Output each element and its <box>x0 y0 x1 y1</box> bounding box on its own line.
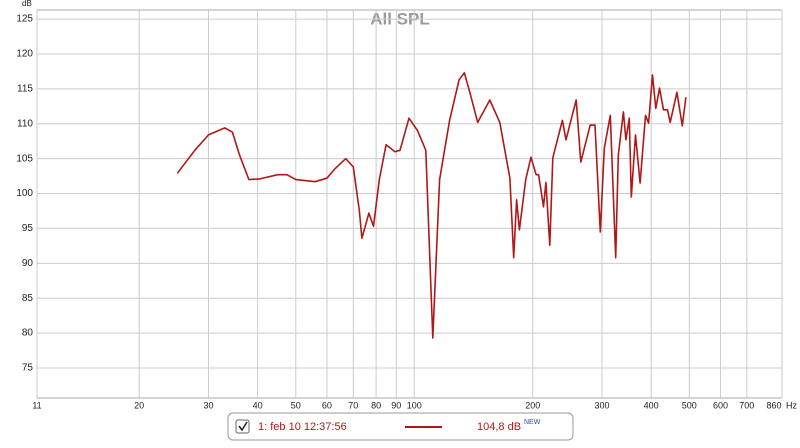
x-tick-label: 90 <box>391 400 401 410</box>
x-tick-label: 200 <box>525 400 540 410</box>
y-axis-label: dB <box>22 0 32 8</box>
x-tick-label: 60 <box>322 400 332 410</box>
x-tick-label: 400 <box>644 400 659 410</box>
plot-area <box>36 9 783 399</box>
legend-label: 1: feb 10 12:37:56 <box>258 421 347 433</box>
x-tick-label: 700 <box>739 400 754 410</box>
x-tick-label: 80 <box>371 400 381 410</box>
legend-checkbox[interactable] <box>235 419 250 434</box>
x-tick-label: 11 <box>32 400 41 410</box>
x-tick-label: 70 <box>348 400 358 410</box>
x-tick-label: 600 <box>713 400 728 410</box>
x-tick-label: 20 <box>134 400 144 410</box>
y-tick-label: 110 <box>17 118 33 129</box>
y-tick-label: 80 <box>22 328 34 339</box>
x-tick-label: 100 <box>407 400 422 410</box>
checkmark <box>238 421 248 432</box>
legend-badge: NEW <box>524 419 541 426</box>
data-line <box>176 72 687 339</box>
legend-value: 104,8 dB <box>477 421 521 433</box>
y-tick-label: 105 <box>16 153 33 164</box>
x-axis-unit: Hz <box>786 400 797 410</box>
y-tick-label: 115 <box>17 83 33 94</box>
y-tick-label: 125 <box>16 14 33 25</box>
x-tick-label: 30 <box>203 400 213 410</box>
y-tick-label: 90 <box>22 258 34 269</box>
legend <box>227 412 574 441</box>
x-tick-label: 860 <box>766 400 781 410</box>
y-tick-label: 100 <box>16 188 33 199</box>
y-tick-label: 95 <box>22 223 34 234</box>
x-tick-label: 500 <box>682 400 697 410</box>
y-tick-label: 85 <box>22 293 34 304</box>
y-tick-label: 75 <box>22 363 34 374</box>
x-tick-label: 40 <box>253 400 263 410</box>
x-tick-label: 300 <box>594 400 609 410</box>
y-tick-label: 120 <box>16 49 33 60</box>
x-tick-label: 50 <box>291 400 301 410</box>
